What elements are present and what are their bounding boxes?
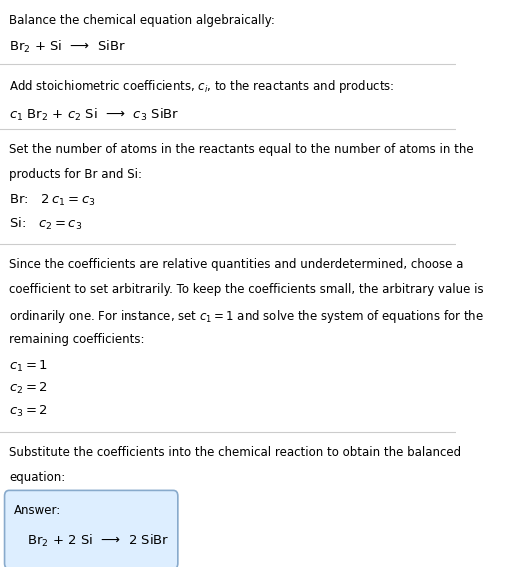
Text: Since the coefficients are relative quantities and underdetermined, choose a: Since the coefficients are relative quan…	[9, 258, 463, 271]
Text: $c_2 = 2$: $c_2 = 2$	[9, 381, 48, 396]
Text: products for Br and Si:: products for Br and Si:	[9, 168, 142, 181]
Text: Set the number of atoms in the reactants equal to the number of atoms in the: Set the number of atoms in the reactants…	[9, 143, 474, 156]
FancyBboxPatch shape	[5, 490, 178, 567]
Text: Substitute the coefficients into the chemical reaction to obtain the balanced: Substitute the coefficients into the che…	[9, 446, 461, 459]
Text: $c_1 = 1$: $c_1 = 1$	[9, 359, 48, 374]
Text: Add stoichiometric coefficients, $c_i$, to the reactants and products:: Add stoichiometric coefficients, $c_i$, …	[9, 78, 395, 95]
Text: $c_1$ Br$_2$ + $c_2$ Si  ⟶  $c_3$ SiBr: $c_1$ Br$_2$ + $c_2$ Si ⟶ $c_3$ SiBr	[9, 107, 179, 122]
Text: ordinarily one. For instance, set $c_1 = 1$ and solve the system of equations fo: ordinarily one. For instance, set $c_1 =…	[9, 308, 484, 325]
Text: equation:: equation:	[9, 471, 66, 484]
Text: Balance the chemical equation algebraically:: Balance the chemical equation algebraica…	[9, 14, 275, 27]
Text: remaining coefficients:: remaining coefficients:	[9, 333, 144, 346]
Text: $c_3 = 2$: $c_3 = 2$	[9, 404, 48, 418]
Text: coefficient to set arbitrarily. To keep the coefficients small, the arbitrary va: coefficient to set arbitrarily. To keep …	[9, 283, 484, 296]
Text: Si:   $c_2 = c_3$: Si: $c_2 = c_3$	[9, 216, 83, 232]
Text: Br$_2$ + Si  ⟶  SiBr: Br$_2$ + Si ⟶ SiBr	[9, 39, 126, 56]
Text: Answer:: Answer:	[14, 505, 61, 518]
Text: Br$_2$ + 2 Si  ⟶  2 SiBr: Br$_2$ + 2 Si ⟶ 2 SiBr	[28, 532, 170, 548]
Text: Br:   $2\,c_1 = c_3$: Br: $2\,c_1 = c_3$	[9, 193, 96, 209]
